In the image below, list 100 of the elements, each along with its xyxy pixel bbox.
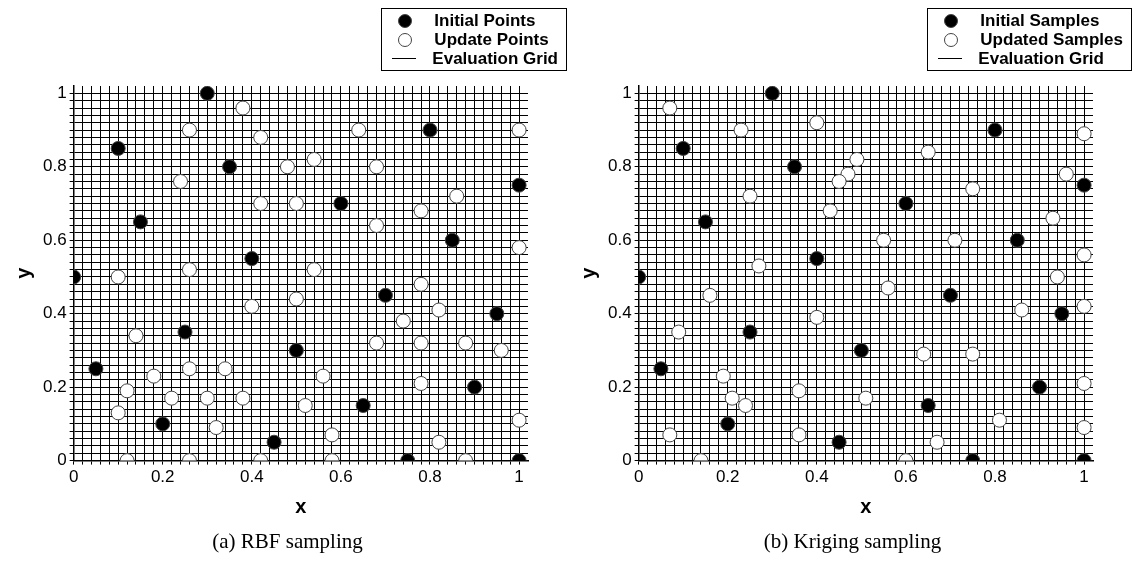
point: [467, 379, 483, 395]
point: [920, 144, 936, 160]
x-axis-title: x: [295, 494, 307, 517]
point: [217, 361, 233, 377]
x-tick-label: 0.2: [150, 467, 175, 487]
x-tick-label: 0.6: [329, 467, 353, 487]
point: [1076, 247, 1092, 263]
point: [413, 276, 429, 292]
point: [720, 416, 736, 432]
point: [697, 214, 713, 230]
y-tick-label: 0.8: [607, 156, 632, 176]
point: [942, 287, 958, 303]
point: [351, 122, 367, 138]
point: [898, 196, 914, 212]
point: [920, 398, 936, 414]
point: [279, 159, 295, 175]
point: [764, 86, 780, 101]
point: [511, 122, 527, 138]
point: [110, 405, 126, 421]
point: [413, 203, 429, 219]
x-axis-title: x: [860, 494, 872, 517]
point: [199, 86, 215, 101]
y-tick-label: 1: [57, 83, 67, 103]
point: [876, 232, 892, 248]
point: [738, 398, 754, 414]
y-tick-label: 0.8: [42, 156, 67, 176]
point: [1076, 298, 1092, 314]
point: [791, 383, 807, 399]
point: [702, 287, 718, 303]
point: [88, 361, 104, 377]
point: [288, 342, 304, 358]
point: [671, 324, 687, 340]
text: Evaluation Grid: [978, 49, 1104, 68]
point: [164, 390, 180, 406]
point: [858, 390, 874, 406]
point: [715, 368, 731, 384]
point: [1009, 232, 1025, 248]
x-tick-label: 0.6: [894, 467, 918, 487]
point: [449, 188, 465, 204]
y-tick-label: 0.2: [42, 376, 67, 396]
point: [413, 335, 429, 351]
point: [809, 309, 825, 325]
point: [173, 173, 189, 189]
point: [493, 342, 509, 358]
y-axis-title: y: [11, 266, 34, 279]
y-tick-label: 0.4: [42, 303, 67, 323]
point: [662, 427, 678, 443]
point: [132, 214, 148, 230]
y-tick-label: 0.6: [42, 229, 67, 249]
x-tick-label: 0.2: [715, 467, 740, 487]
point: [787, 159, 803, 175]
legend-label: Initial Samples: [980, 11, 1100, 30]
x-tick-label: 0.4: [240, 467, 264, 487]
point: [199, 390, 215, 406]
y-tick-label: 0.2: [607, 376, 632, 396]
x-tick-label: 1: [1079, 467, 1089, 487]
point: [395, 313, 411, 329]
y-tick-label: 0.4: [607, 303, 632, 323]
point: [511, 177, 527, 193]
point: [1058, 166, 1074, 182]
point: [208, 420, 224, 436]
point: [177, 324, 193, 340]
point: [965, 181, 981, 197]
point: [413, 375, 429, 391]
point: [1076, 420, 1092, 436]
point: [916, 346, 932, 362]
point: [297, 398, 313, 414]
point: [222, 159, 238, 175]
point: [1049, 269, 1065, 285]
point: [791, 427, 807, 443]
point: [244, 251, 260, 267]
point: [110, 269, 126, 285]
point: [1076, 375, 1092, 391]
point: [458, 335, 474, 351]
point: [235, 390, 251, 406]
point: [1032, 379, 1048, 395]
point: [489, 306, 505, 322]
text: Evaluation Grid: [432, 49, 558, 68]
point: [511, 240, 527, 256]
legend-label: Update Points: [434, 30, 549, 49]
point: [288, 291, 304, 307]
point: [965, 346, 981, 362]
point: [733, 122, 749, 138]
point: [929, 434, 945, 450]
point: [253, 196, 269, 212]
point: [444, 232, 460, 248]
point: [822, 203, 838, 219]
text: (a) RBF sampling: [211, 529, 364, 554]
point: [422, 122, 438, 138]
point: [369, 159, 385, 175]
point: [369, 335, 385, 351]
legend-label: Initial Points: [434, 11, 536, 30]
x-tick-label: 1: [514, 467, 524, 487]
point: [266, 434, 282, 450]
point: [369, 218, 385, 234]
point: [809, 251, 825, 267]
point: [751, 258, 767, 274]
point: [119, 383, 135, 399]
point: [431, 434, 447, 450]
point: [324, 427, 340, 443]
